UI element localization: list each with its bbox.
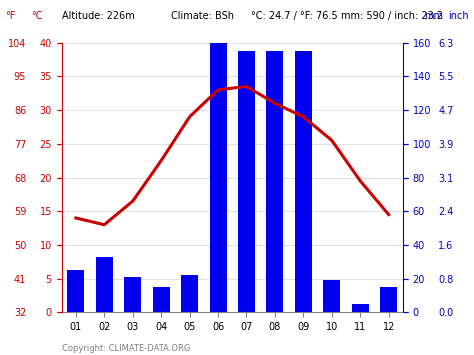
Bar <box>96 257 113 312</box>
Text: °C: 24.7 / °F: 76.5: °C: 24.7 / °F: 76.5 <box>251 11 338 21</box>
Bar <box>67 270 84 312</box>
Bar <box>323 280 340 312</box>
Text: Climate: BSh: Climate: BSh <box>171 11 234 21</box>
Bar <box>295 51 312 312</box>
Text: °F: °F <box>5 11 15 21</box>
Bar <box>238 51 255 312</box>
Bar <box>266 51 283 312</box>
Bar <box>352 304 369 312</box>
Text: Altitude: 226m: Altitude: 226m <box>62 11 134 21</box>
Bar <box>380 287 397 312</box>
Bar <box>153 287 170 312</box>
Text: mm: 590 / inch: 23.2: mm: 590 / inch: 23.2 <box>341 11 443 21</box>
Bar <box>181 275 198 312</box>
Bar <box>124 277 141 312</box>
Text: mm: mm <box>424 11 443 21</box>
Text: inch: inch <box>448 11 469 21</box>
Text: °C: °C <box>31 11 42 21</box>
Text: Copyright: CLIMATE-DATA.ORG: Copyright: CLIMATE-DATA.ORG <box>62 344 190 353</box>
Bar <box>210 43 227 312</box>
